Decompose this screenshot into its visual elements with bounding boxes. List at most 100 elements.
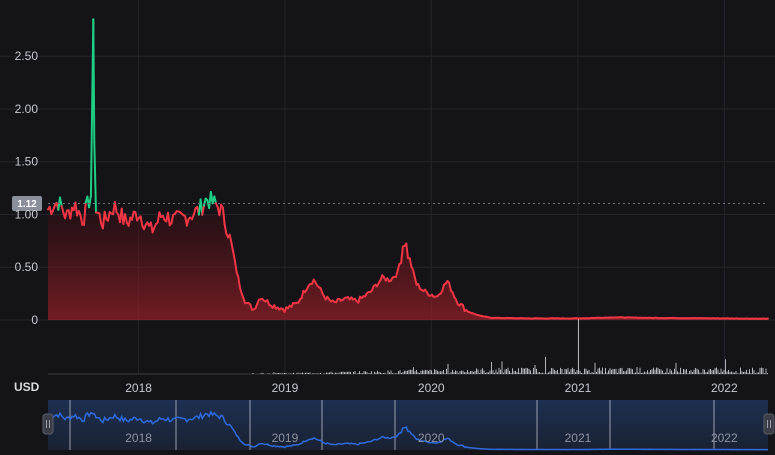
volume-bar	[692, 372, 693, 374]
volume-bar	[507, 367, 509, 374]
volume-bar	[521, 367, 522, 374]
volume-bar	[684, 369, 686, 374]
price-line-segment	[201, 204, 205, 216]
price-line-segment	[93, 140, 97, 214]
current-price-badge: 1.12	[12, 196, 42, 211]
volume-bar	[300, 372, 302, 374]
volume-bar	[662, 370, 663, 374]
volume-bar	[305, 372, 306, 374]
volume-bar	[683, 368, 684, 374]
volume-bar	[426, 370, 428, 374]
x-axis-ticks: 2018 2019 2020 2021 2022	[125, 381, 738, 395]
volume-bar	[449, 373, 450, 374]
volume-bar	[656, 367, 657, 374]
volume-bar	[551, 368, 552, 374]
volume-bar	[290, 373, 291, 374]
volume-bar	[573, 369, 575, 374]
volume-bar	[660, 369, 662, 374]
volume-bar	[669, 368, 671, 374]
x-tick-label: 2019	[272, 381, 299, 395]
volume-bar	[477, 369, 479, 374]
price-line-segment	[441, 283, 445, 292]
y-tick-label: 2.50	[15, 49, 39, 63]
volume-bar	[563, 373, 564, 374]
volume-bar	[390, 370, 392, 374]
navigator-window[interactable]	[48, 400, 768, 450]
volume-bar	[641, 372, 642, 374]
volume-bar	[755, 373, 756, 374]
volume-bar	[555, 370, 557, 374]
volume-bar	[672, 372, 674, 374]
volume-bar	[666, 368, 668, 374]
volume-bar	[422, 370, 423, 374]
navigator-handle-right[interactable]	[763, 413, 775, 435]
volume-bar	[743, 372, 744, 374]
volume-bar	[273, 372, 275, 374]
volume-bar	[570, 369, 572, 374]
volume-bar	[516, 372, 518, 374]
price-line-segment	[79, 214, 84, 226]
volume-bar	[468, 372, 470, 374]
x-tick-label: 2020	[418, 381, 445, 395]
volume-bar	[450, 372, 452, 374]
volume-bar	[284, 373, 285, 374]
volume-bar	[288, 373, 290, 374]
price-line-segment	[185, 218, 190, 227]
volume-bar	[465, 372, 467, 374]
volume-bar	[548, 372, 549, 374]
volume-bar	[543, 373, 545, 374]
volume-bar	[597, 368, 599, 374]
volume-bar	[519, 372, 521, 374]
volume-bar	[510, 372, 512, 374]
volume-bar	[497, 372, 498, 374]
volume-bar	[735, 370, 737, 374]
price-line-segment	[64, 209, 68, 220]
price-line-segment	[448, 281, 452, 292]
volume-bar	[738, 373, 740, 374]
volume-bar	[618, 368, 620, 374]
price-line-segment	[400, 245, 404, 264]
price-line-segment	[167, 211, 171, 227]
volume-bar	[677, 371, 678, 374]
volume-bar	[381, 373, 383, 374]
volume-bar	[275, 373, 276, 374]
volume-bar	[357, 373, 359, 374]
volume-bar	[392, 373, 393, 374]
price-line-segment	[218, 203, 223, 217]
volume-bar	[542, 372, 543, 374]
volume-bar	[446, 368, 447, 374]
volume-bar	[495, 369, 497, 374]
volume-bar	[315, 373, 317, 374]
volume-bar	[720, 368, 722, 374]
volume-bar	[642, 372, 644, 374]
volume-bar	[282, 373, 284, 374]
volume-bar	[647, 370, 648, 374]
volume-bar	[731, 371, 732, 374]
volume-bar	[428, 371, 429, 374]
volume-bar	[438, 371, 440, 374]
volume-bar	[536, 368, 537, 374]
volume-bar	[302, 372, 303, 374]
volume-bar	[575, 372, 576, 374]
volume-bar	[638, 372, 639, 374]
price-line-segment	[300, 289, 305, 299]
volume-bar	[617, 372, 618, 374]
volume-bar	[447, 363, 449, 374]
navigator-grid	[69, 400, 715, 450]
navigator-handle-left[interactable]	[42, 413, 54, 435]
volume-bar	[338, 373, 339, 374]
volume-bar	[444, 373, 446, 374]
volume-bar	[500, 369, 501, 374]
volume-bar	[741, 371, 743, 374]
volume-bar	[279, 372, 281, 374]
price-line-segment	[192, 207, 197, 216]
navigator[interactable]: 2018 2019 2020 2021 2022	[42, 400, 775, 451]
volume-bar	[603, 373, 605, 374]
volume-bar	[716, 367, 717, 374]
volume-bar	[396, 373, 398, 374]
volume-bar	[368, 373, 369, 374]
volume-bar	[704, 369, 705, 374]
volume-bar	[371, 371, 372, 374]
volume-bar	[717, 369, 719, 374]
volume-bar	[456, 371, 458, 374]
